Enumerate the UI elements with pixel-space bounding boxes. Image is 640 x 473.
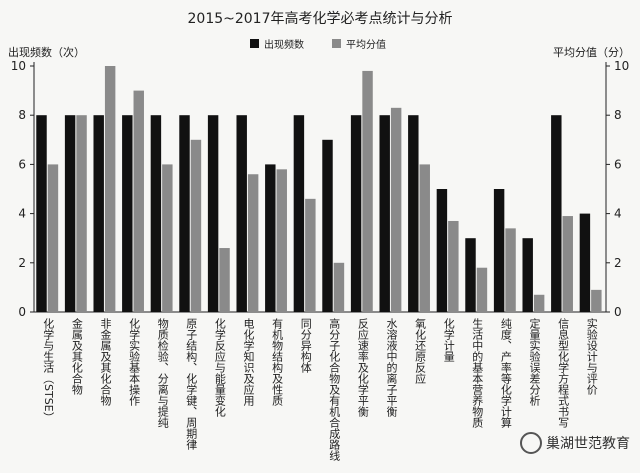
left-tick-label: 8 — [18, 108, 26, 122]
category-label: 反应速率及化学平衡 — [356, 318, 369, 418]
left-tick-label: 2 — [18, 256, 26, 270]
bar-frequency — [36, 115, 47, 312]
bar-average — [305, 198, 316, 312]
category-label: 非金属及其化合物 — [99, 318, 112, 406]
bar-average — [219, 248, 230, 312]
legend-item-frequency: 出现频数 — [250, 36, 304, 51]
bar-frequency — [551, 115, 562, 312]
category-label: 同分异构体 — [299, 318, 312, 373]
category-label: 定量实验误差分析 — [528, 317, 541, 407]
bar-frequency — [465, 238, 476, 312]
right-tick-label: 10 — [614, 59, 629, 73]
category-label: 信息型化学方程式书写 — [557, 318, 570, 428]
right-tick-label: 2 — [614, 256, 622, 270]
bar-frequency — [122, 115, 133, 312]
bar-average — [104, 66, 116, 312]
right-tick-label: 4 — [614, 207, 622, 221]
category-label: 金属及其化合物 — [70, 317, 83, 395]
bar-average — [591, 289, 602, 312]
wechat-logo-icon — [520, 432, 542, 454]
bar-frequency — [64, 115, 76, 312]
bar-average — [362, 70, 373, 312]
bar-average — [476, 267, 488, 312]
category-label: 实验设计与评价 — [585, 317, 598, 395]
legend-item-average: 平均分值 — [332, 36, 386, 51]
bar-average — [562, 216, 573, 312]
bar-average — [133, 90, 144, 312]
category-label: 化学与生活（STSE） — [42, 317, 55, 423]
chart-title: 2015~2017年高考化学必考点统计与分析 — [187, 11, 453, 27]
bar-frequency — [522, 238, 533, 312]
category-label: 电化学知识及应用 — [242, 318, 255, 407]
category-label: 纯度、产率等化学计算 — [499, 318, 512, 429]
bar-average — [505, 228, 516, 312]
left-axis-title: 出现频数（次） — [8, 46, 85, 59]
category-label: 氧化还原反应 — [414, 317, 427, 385]
bar-frequency — [379, 115, 390, 312]
watermark-text: 巢湖世范教育 — [546, 436, 630, 452]
bar-frequency — [93, 115, 104, 312]
bar-average — [533, 294, 545, 312]
bar-average — [333, 262, 345, 312]
category-label: 化学实验基本操作 — [128, 317, 141, 406]
category-label: 化学计量 — [442, 317, 455, 362]
bar-average — [190, 139, 202, 312]
left-tick-label: 10 — [11, 59, 26, 73]
bar-frequency — [436, 189, 448, 312]
bar-frequency — [322, 139, 333, 312]
bar-average — [390, 107, 402, 312]
bar-average — [162, 164, 173, 312]
right-tick-label: 8 — [614, 108, 622, 122]
right-tick-label: 0 — [614, 305, 622, 319]
bar-frequency — [493, 189, 505, 312]
right-axis-title: 平均分值（分） — [553, 46, 630, 59]
bar-average — [76, 115, 87, 312]
category-label: 化学反应与能量变化 — [213, 317, 226, 418]
watermark: 巢湖世范教育 — [520, 432, 630, 454]
legend-swatch-average — [332, 39, 341, 48]
right-tick-label: 6 — [614, 157, 622, 171]
bar-frequency — [293, 115, 305, 312]
category-label: 有机物结构及性质 — [271, 317, 284, 406]
bar-frequency — [236, 115, 247, 312]
bar-frequency — [265, 164, 276, 312]
legend-label-average: 平均分值 — [346, 40, 386, 51]
legend-swatch-frequency — [250, 39, 259, 48]
category-label: 生活中的基本营养物质 — [471, 317, 484, 428]
category-label: 物质检验、分离与提纯 — [156, 317, 169, 428]
category-label: 原子结构、化学键、周期律 — [185, 318, 198, 450]
bar-average — [47, 164, 59, 312]
category-label: 高分子化合物及有机合成路线 — [328, 317, 341, 461]
bar-frequency — [150, 115, 162, 312]
left-tick-label: 4 — [18, 207, 26, 221]
bar-average — [247, 174, 259, 312]
bar-average — [448, 220, 459, 312]
legend: 出现频数 平均分值 — [250, 36, 386, 51]
bar-frequency — [350, 115, 362, 312]
bar-frequency — [179, 115, 190, 312]
bar-frequency — [579, 213, 591, 312]
left-tick-label: 0 — [18, 305, 26, 319]
legend-label-frequency: 出现频数 — [264, 40, 304, 51]
bar-average — [276, 169, 287, 312]
bar-frequency — [408, 115, 419, 312]
bar-frequency — [207, 115, 219, 312]
left-tick-label: 6 — [18, 157, 26, 171]
category-label: 水溶液中的离子平衡 — [385, 318, 398, 418]
bar-average — [419, 164, 430, 312]
